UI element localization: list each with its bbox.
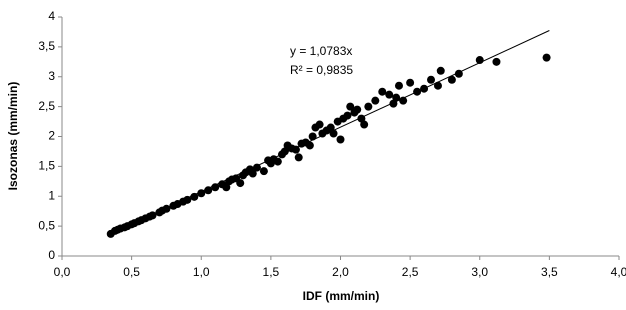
point (190, 192, 199, 201)
point (436, 66, 445, 75)
trendline-r2: R² = 0,9835 (290, 63, 353, 77)
x-tick-label: 1,5 (263, 265, 280, 279)
x-tick-label: 2,0 (332, 265, 349, 279)
point (346, 102, 355, 111)
y-tick-label: 0 (48, 248, 55, 262)
point (248, 169, 257, 178)
trendline-equation: y = 1,0783x (290, 44, 352, 58)
y-tick-label: 0,5 (38, 218, 55, 232)
point (394, 81, 403, 90)
x-tick-label: 3,0 (471, 265, 488, 279)
point (360, 120, 369, 129)
x-tick-label: 4,0 (611, 265, 626, 279)
trendline (110, 30, 550, 234)
x-tick-label: 0,0 (54, 265, 71, 279)
y-tick-label: 4 (48, 9, 55, 23)
point (326, 123, 335, 132)
point (291, 145, 300, 154)
point (315, 120, 324, 129)
x-tick-label: 2,5 (402, 265, 419, 279)
point (336, 135, 345, 144)
y-tick-label: 1 (48, 188, 55, 202)
point (371, 96, 380, 105)
x-tick-label: 1,0 (193, 265, 210, 279)
point (378, 87, 387, 96)
point (197, 189, 206, 198)
y-tick-label: 2,5 (38, 99, 55, 113)
point (406, 78, 415, 87)
point (343, 111, 352, 120)
point (305, 141, 314, 150)
point (273, 157, 282, 166)
point (294, 153, 303, 162)
x-tick-label: 3,5 (541, 265, 558, 279)
x-axis-title: IDF (mm/min) (303, 289, 380, 303)
point (433, 81, 442, 90)
point (252, 163, 261, 172)
y-tick-label: 3,5 (38, 39, 55, 53)
point (222, 183, 231, 192)
point (204, 186, 213, 195)
point (353, 105, 362, 114)
point (364, 102, 373, 111)
point (385, 90, 394, 99)
point (183, 195, 192, 204)
point (542, 53, 551, 62)
point (392, 93, 401, 102)
y-tick-label: 1,5 (38, 159, 55, 173)
point (427, 75, 436, 84)
x-tick-label: 0,5 (123, 265, 140, 279)
point (492, 57, 501, 66)
point (259, 167, 268, 176)
y-axis-title: Isozonas (mm/min) (6, 82, 20, 191)
point (211, 183, 220, 192)
point (447, 75, 456, 84)
point (236, 179, 245, 188)
y-tick-label: 3 (48, 69, 55, 83)
y-tick-label: 2 (48, 129, 55, 143)
point (308, 132, 317, 141)
